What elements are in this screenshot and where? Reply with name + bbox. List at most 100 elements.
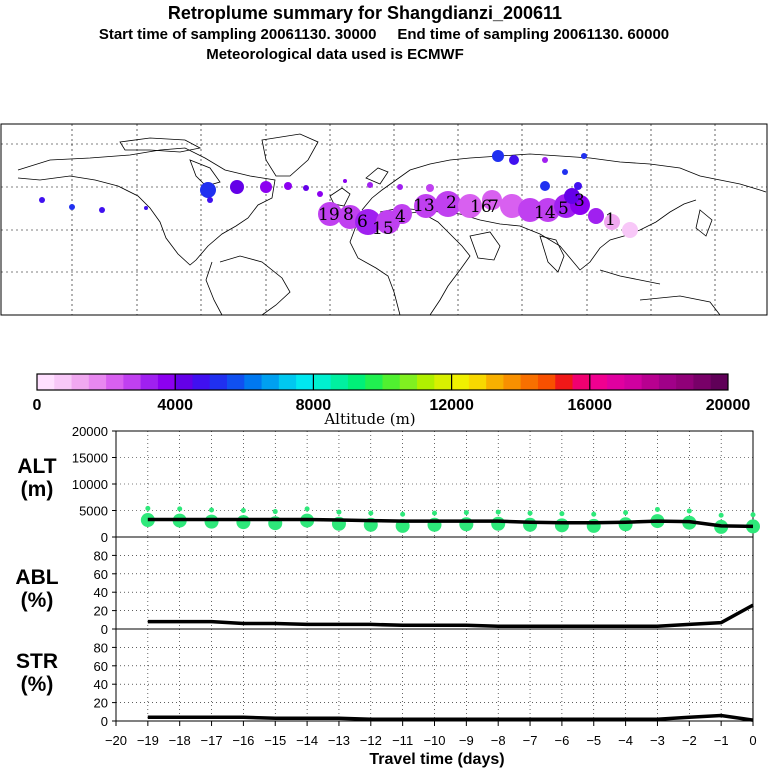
colorbar-segment xyxy=(417,374,435,390)
colorbar-segment xyxy=(486,374,504,390)
colorbar-label: Altitude (m) xyxy=(323,410,415,428)
colorbar-tick-label: 20000 xyxy=(706,397,751,414)
retroplume-circles xyxy=(39,150,638,238)
alt-panel: 20000 15000 10000 5000 0 xyxy=(72,424,760,545)
colorbar-segment xyxy=(607,374,625,390)
colorbar-segment xyxy=(365,374,383,390)
altitude-marker xyxy=(209,507,215,513)
plume-circle xyxy=(284,182,292,190)
altitude-marker xyxy=(204,514,219,529)
y-tick-label: 20000 xyxy=(72,424,108,439)
plume-circle xyxy=(542,157,548,163)
x-tick-label: −1 xyxy=(714,733,729,748)
x-tick-label: −2 xyxy=(682,733,697,748)
cluster-label: 4 xyxy=(395,207,406,227)
altitude-marker xyxy=(591,511,597,517)
alt-panel-label: ALT (m) xyxy=(8,455,66,501)
colorbar-segment xyxy=(244,374,262,390)
plume-circle xyxy=(343,179,347,183)
plume-circle xyxy=(482,190,502,210)
str-panel: 80 60 40 20 0 xyxy=(94,628,754,729)
x-tick-label: −5 xyxy=(586,733,601,748)
plume-circle xyxy=(39,197,45,203)
x-tick-label: 0 xyxy=(749,733,756,748)
abl-label-line1: ABL xyxy=(15,566,59,589)
colorbar-segment xyxy=(123,374,142,390)
colorbar-segment xyxy=(658,374,677,390)
colorbar-segment xyxy=(37,374,55,390)
y-tick-label: 15000 xyxy=(72,451,108,466)
x-axis: −20 −19 −18 −17 −16 −15 −14 −13 −12 −11 −10 −9 −8 −7−… xyxy=(105,721,757,768)
y-tick-label: 20 xyxy=(94,604,108,619)
cluster-label: 1 xyxy=(605,210,616,230)
plume-circle xyxy=(564,188,580,204)
colorbar-segment xyxy=(88,374,107,390)
y-tick-label: 60 xyxy=(94,659,108,674)
alt-label-line2: (m) xyxy=(20,478,54,501)
colorbar-segment xyxy=(503,374,522,390)
x-tick-label: −14 xyxy=(296,733,318,748)
altitude-marker xyxy=(272,509,278,515)
plume-circle xyxy=(458,194,482,218)
colorbar-segment xyxy=(537,374,556,390)
plume-circle xyxy=(536,198,560,222)
plume-circle xyxy=(303,185,309,191)
y-tick-label: 80 xyxy=(94,548,108,563)
abl-panel-label: ABL (%) xyxy=(8,566,66,612)
x-tick-label: −6 xyxy=(554,733,569,748)
cluster-label: 16 xyxy=(470,197,492,217)
plume-circle xyxy=(562,169,568,175)
altitude-marker xyxy=(491,516,506,531)
plume-circle xyxy=(99,207,105,213)
x-tick-label: −20 xyxy=(105,733,127,748)
altitude-marker xyxy=(654,506,660,512)
plume-circle xyxy=(367,182,373,188)
plume-circle xyxy=(581,153,587,159)
cluster-label: 2 xyxy=(446,193,457,213)
y-tick-label: 0 xyxy=(101,622,108,637)
y-tick-label: 40 xyxy=(94,677,108,692)
colorbar-segment xyxy=(399,374,418,390)
cluster-labels: 19 8 6 154 13 2 167 14 5 31 xyxy=(318,191,616,239)
colorbar-segment xyxy=(347,374,366,390)
met-data-label: Meteorological data used is ECMWF xyxy=(206,46,464,63)
altitude-marker xyxy=(463,510,469,516)
plume-circle xyxy=(588,208,604,224)
x-tick-label: −15 xyxy=(264,733,286,748)
cluster-label: 13 xyxy=(413,196,435,216)
y-tick-label: 0 xyxy=(101,714,108,729)
altitude-colorbar: 0 4000 8000 12000 16000 20000 Altitude (m) xyxy=(33,373,751,428)
x-tick-label: −18 xyxy=(169,733,191,748)
y-tick-label: 40 xyxy=(94,585,108,600)
altitude-marker xyxy=(623,510,629,516)
str-panel-label: STR (%) xyxy=(8,650,66,696)
sampling-times: Start time of sampling 20061130. 30000 E… xyxy=(0,26,768,43)
y-tick-label: 20 xyxy=(94,696,108,711)
altitude-marker xyxy=(432,510,437,516)
plume-circle xyxy=(317,191,323,197)
altitude-marker xyxy=(177,506,183,512)
x-axis-label: Travel time (days) xyxy=(369,751,504,768)
plume-circle xyxy=(260,181,272,193)
altitude-marker xyxy=(523,517,538,532)
x-tick-label: −12 xyxy=(360,733,382,748)
y-tick-label: 0 xyxy=(101,530,108,545)
start-time-label: Start time of sampling 20061130. 30000 xyxy=(98,26,377,43)
str-label-line2: (%) xyxy=(20,673,54,696)
str-label-line1: STR xyxy=(16,650,58,673)
colorbar-segment xyxy=(296,374,314,390)
colorbar-segment xyxy=(313,374,332,390)
cluster-label: 5 xyxy=(558,199,569,219)
plume-circle xyxy=(200,182,216,198)
y-tick-label: 60 xyxy=(94,567,108,582)
x-tick-label: −9 xyxy=(459,733,474,748)
x-tick-label: −4 xyxy=(618,733,633,748)
plume-circle xyxy=(622,222,638,238)
colorbar-segment xyxy=(382,374,401,390)
plume-circle xyxy=(492,150,504,162)
plume-circle xyxy=(509,155,519,165)
plume-circle xyxy=(144,206,148,210)
cluster-label: 19 xyxy=(318,205,340,225)
colorbar-tick-label: 16000 xyxy=(568,397,613,414)
plume-circle xyxy=(500,194,524,218)
